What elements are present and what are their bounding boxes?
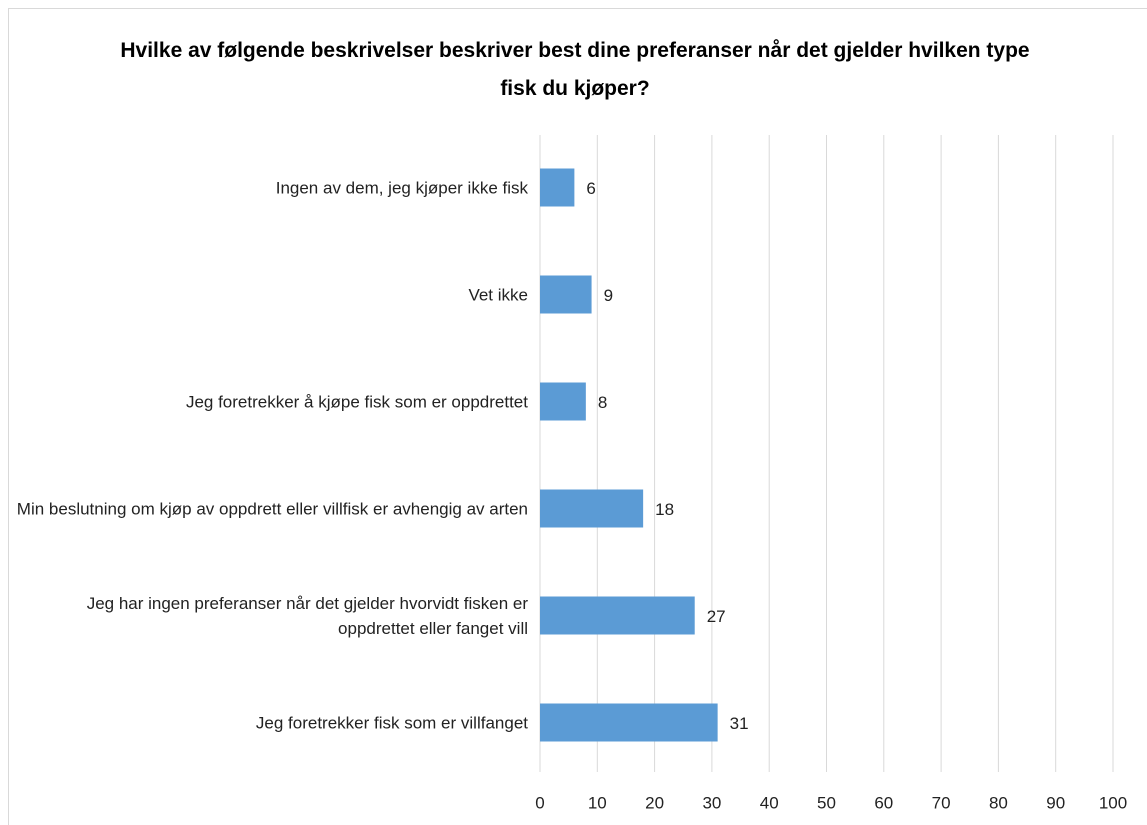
bar [540,489,644,528]
x-tick-label: 0 [535,793,544,812]
x-tick-label: 10 [588,793,607,812]
x-tick-label: 40 [760,793,779,812]
data-label: 27 [707,607,726,626]
category-label: Jeg har ingen preferanser når det gjelde… [86,593,528,638]
x-tick-label: 90 [1046,793,1065,812]
data-label: 6 [586,179,595,198]
bar [540,596,695,635]
category-label: Ingen av dem, jeg kjøper ikke fisk [275,178,528,197]
x-tick-label: 30 [702,793,721,812]
x-tick-label: 70 [932,793,951,812]
chart-title: Hvilke av følgende beskrivelser beskrive… [120,39,1030,100]
chart-frame [8,8,1147,825]
x-tick-label: 50 [817,793,836,812]
data-label: 31 [730,714,749,733]
data-label: 9 [604,286,613,305]
bar [540,275,592,314]
x-tick-label: 60 [874,793,893,812]
bar [540,168,575,207]
bar [540,382,586,421]
category-label: Min beslutning om kjøp av oppdrett eller… [16,499,528,518]
x-tick-label: 80 [989,793,1008,812]
data-label: 18 [655,500,674,519]
x-tick-label: 100 [1099,793,1127,812]
category-label: Vet ikke [468,285,528,304]
category-label: Jeg foretrekker fisk som er villfanget [255,713,528,732]
x-tick-label: 20 [645,793,664,812]
bar [540,703,718,742]
category-label: Jeg foretrekker å kjøpe fisk som er oppd… [185,392,528,411]
data-label: 8 [598,393,607,412]
